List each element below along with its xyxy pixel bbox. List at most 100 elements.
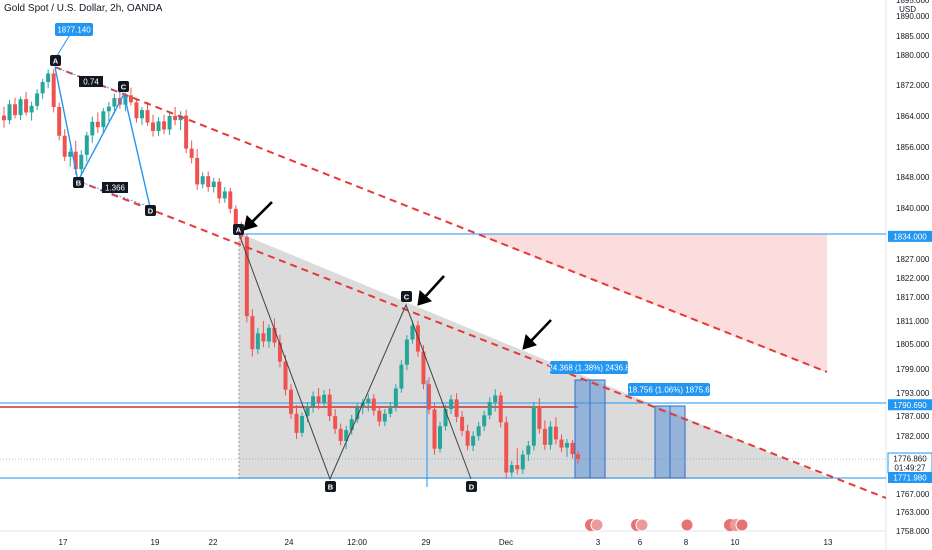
- candle-body: [311, 396, 316, 407]
- candle-body: [200, 176, 205, 185]
- trendline-lower[interactable]: [77, 180, 887, 499]
- candle-body: [449, 399, 454, 410]
- candle-body: [68, 151, 73, 157]
- candle-body: [178, 115, 183, 121]
- price-tick-label: 1840.000: [896, 204, 930, 213]
- ratio-label-2: 1.366: [105, 184, 126, 193]
- price-tick-label: 1864.000: [896, 112, 930, 121]
- pt-b1: B: [76, 179, 82, 188]
- price-tick-label: 1848.000: [896, 173, 930, 182]
- price-tag: 1834.000: [888, 230, 932, 242]
- price-tick-label: 1763.000: [896, 508, 930, 517]
- time-tick-label: 12:00: [347, 538, 368, 547]
- candle-body: [101, 111, 106, 128]
- candle-body: [460, 416, 465, 431]
- candle-body: [498, 395, 503, 423]
- candle-body: [333, 416, 338, 429]
- candle-body: [266, 327, 271, 342]
- time-tick-label: 29: [422, 538, 431, 547]
- candle-body: [40, 82, 45, 94]
- candle-body: [570, 442, 575, 455]
- point-labels: A B C D A C B D: [50, 55, 477, 492]
- candle-body: [35, 93, 40, 106]
- candle-body: [128, 95, 133, 103]
- price-tick-label: 1811.000: [896, 317, 929, 326]
- candle-body: [443, 409, 448, 427]
- candle-body: [195, 157, 200, 185]
- price-axis-unit: USD: [899, 5, 916, 14]
- candle-body: [322, 394, 327, 403]
- price-tick-label: 1793.000: [896, 389, 930, 398]
- candle-body: [415, 325, 420, 352]
- candle-body: [24, 99, 29, 113]
- price-tag: 1790.690: [888, 399, 932, 411]
- candle-body: [244, 236, 249, 317]
- candle-body: [316, 396, 321, 403]
- pt-d2: D: [469, 483, 475, 492]
- chart-title: Gold Spot / U.S. Dollar, 2h, OANDA: [4, 3, 163, 14]
- price-tick-label: 1827.000: [896, 255, 930, 264]
- candle-body: [438, 426, 443, 449]
- candle-body: [151, 122, 156, 132]
- candle-body: [106, 106, 111, 112]
- candle-body: [537, 406, 542, 429]
- candle-body: [277, 342, 282, 362]
- candle-body: [233, 208, 238, 228]
- candle-body: [2, 115, 6, 121]
- candle-body: [162, 121, 167, 130]
- countdown-label: 01:49:27: [894, 464, 926, 473]
- candle-body: [73, 151, 78, 170]
- arrow-c-icon: [423, 275, 445, 299]
- time-tick-label: 17: [59, 538, 68, 547]
- measure-label-1: 24.368 (1.38%) 2436.8: [548, 364, 630, 373]
- price-tick-label: 1767.000: [896, 490, 930, 499]
- time-tick-label: 24: [285, 538, 294, 547]
- candle-body: [454, 399, 459, 417]
- price-tick-label: 1856.000: [896, 143, 930, 152]
- candle-body: [487, 402, 492, 416]
- trendline-upper[interactable]: [54, 66, 828, 373]
- candle-body: [305, 406, 310, 417]
- candle-body: [250, 316, 255, 350]
- candle-body: [349, 419, 354, 431]
- candle-body: [18, 99, 23, 116]
- candle-body: [471, 435, 476, 446]
- candle-body: [29, 105, 34, 113]
- time-axis[interactable]: 17 19 22 24 12:00 29 Dec 3 6 8 10 13: [59, 538, 833, 547]
- candle-body: [90, 121, 95, 136]
- candle-body: [421, 351, 426, 385]
- pt-a1: A: [53, 57, 59, 66]
- time-tick-label: 3: [596, 538, 601, 547]
- pattern1-bd: [77, 180, 151, 208]
- candle-body: [134, 102, 139, 119]
- time-tick-label: 13: [824, 538, 833, 547]
- price-tick-label: 1895.000: [896, 0, 930, 5]
- candle-body: [559, 439, 564, 448]
- candle-body: [531, 406, 536, 446]
- price-tick-label: 1885.000: [896, 32, 930, 41]
- candle-body: [509, 465, 514, 473]
- candle-body: [139, 110, 144, 119]
- candle-body: [399, 364, 404, 389]
- price-tick-label: 1805.000: [896, 340, 930, 349]
- candle-body: [7, 104, 12, 121]
- candle-body: [553, 426, 558, 440]
- candle-body: [184, 115, 189, 149]
- candle-body: [51, 73, 56, 107]
- pt-d1: D: [148, 207, 154, 216]
- candle-body: [261, 333, 266, 342]
- candle-body: [520, 454, 525, 470]
- candle-body: [576, 454, 580, 460]
- candle-body: [13, 104, 18, 116]
- price-tick-label: 1880.000: [896, 51, 930, 60]
- candle-body: [189, 148, 194, 158]
- price-tick-label: 1758.000: [896, 527, 930, 536]
- pt-c2: C: [404, 293, 410, 302]
- pt-c1: C: [121, 83, 127, 92]
- candle-body: [393, 388, 398, 407]
- candle-body: [344, 430, 349, 441]
- price-tick-label: 1872.000: [896, 81, 930, 90]
- candle-body: [476, 426, 481, 436]
